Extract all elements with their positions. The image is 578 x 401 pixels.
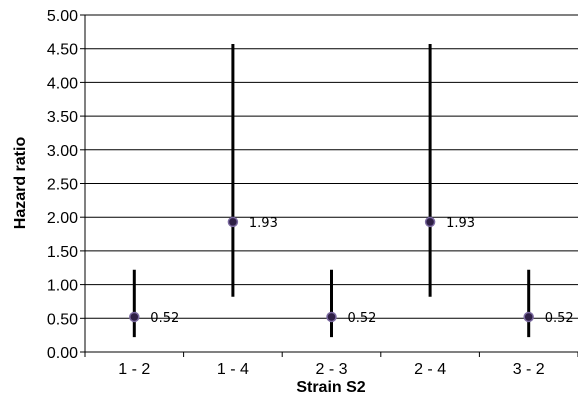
data-label: 0.52 (545, 311, 574, 326)
data-point (523, 311, 534, 323)
y-axis-title: Hazard ratio (12, 137, 29, 230)
data-marks: 0.52 1.93 0.52 1.93 0.52 (129, 43, 574, 338)
y-tick-label: 1.50 (47, 244, 78, 261)
y-tick-label: 0.00 (47, 345, 78, 362)
y-tick-label: 1.00 (47, 278, 78, 295)
data-label: 0.52 (348, 311, 377, 326)
gridlines (84, 14, 578, 353)
x-tick-label: 2 - 3 (315, 361, 347, 378)
x-axis-title: Strain S2 (296, 379, 365, 396)
data-point (129, 311, 140, 323)
data-point (424, 216, 436, 228)
x-tick-label: 2 - 4 (414, 361, 446, 378)
data-label: 0.52 (150, 311, 179, 326)
y-tick-label: 3.50 (47, 109, 78, 126)
data-label: 1.93 (446, 216, 475, 231)
data-point (227, 216, 239, 228)
y-tick-label: 5.00 (47, 8, 78, 25)
data-label: 1.93 (249, 216, 278, 231)
data-point (326, 311, 337, 323)
y-tick-label: 3.00 (47, 143, 78, 160)
y-tick-label: 0.50 (47, 311, 78, 328)
x-axis-ticks: 1 - 2 1 - 4 2 - 3 2 - 4 3 - 2 (84, 352, 578, 378)
y-tick-label: 4.50 (47, 42, 78, 59)
y-tick-label: 2.50 (47, 177, 78, 194)
x-tick-label: 1 - 4 (217, 361, 249, 378)
x-tick-label: 1 - 2 (118, 361, 150, 378)
y-axis-ticks: 0.00 0.50 1.00 1.50 2.00 2.50 3.00 3.50 4.00 4.50… (47, 8, 85, 362)
x-tick-label: 3 - 2 (513, 361, 545, 378)
y-tick-label: 2.00 (47, 210, 78, 227)
y-tick-label: 4.00 (47, 75, 78, 92)
